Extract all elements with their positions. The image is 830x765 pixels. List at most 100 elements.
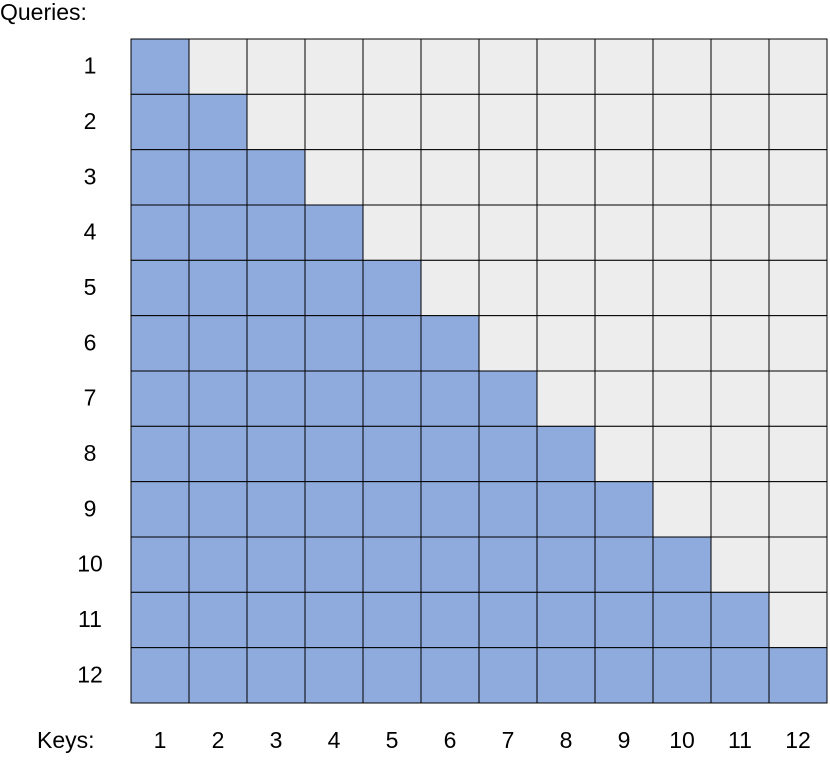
masked-cell (536, 259, 596, 317)
masked-cell (188, 38, 248, 95)
attended-cell (478, 647, 538, 704)
masked-cell (652, 259, 712, 317)
masked-cell (304, 38, 364, 95)
attended-cell (188, 315, 248, 372)
masked-cell (478, 93, 538, 151)
masked-cell (710, 149, 770, 206)
masked-cell (710, 259, 770, 317)
attended-cell (710, 591, 770, 649)
query-index: 5 (84, 274, 97, 300)
masked-cell (768, 93, 828, 151)
attended-cell (130, 536, 190, 593)
attended-cell (304, 204, 364, 261)
masked-cell (362, 38, 422, 95)
attended-cell (420, 591, 480, 649)
attended-cell (188, 370, 248, 427)
attended-cell (362, 591, 422, 649)
key-index: 8 (560, 727, 573, 753)
attended-cell (536, 481, 596, 538)
attended-cell (478, 536, 538, 593)
attended-cell (594, 591, 654, 649)
masked-cell (652, 149, 712, 206)
attended-cell (188, 204, 248, 261)
attended-cell (246, 259, 306, 317)
masked-cell (536, 204, 596, 261)
masked-cell (710, 481, 770, 538)
masked-cell (536, 93, 596, 151)
attended-cell (130, 149, 190, 206)
attended-cell (130, 591, 190, 649)
masked-cell (768, 481, 828, 538)
attended-cell (304, 481, 364, 538)
attended-cell (130, 204, 190, 261)
masked-cell (710, 38, 770, 95)
masked-cell (768, 259, 828, 317)
attended-cell (246, 204, 306, 261)
query-index: 11 (78, 606, 102, 632)
masked-cell (652, 93, 712, 151)
key-index: 2 (212, 727, 225, 753)
masked-cell (652, 481, 712, 538)
masked-cell (594, 38, 654, 95)
attended-cell (710, 647, 770, 704)
query-index: 3 (84, 163, 97, 189)
masked-cell (710, 425, 770, 483)
masked-cell (652, 425, 712, 483)
key-index: 12 (785, 727, 811, 753)
key-index: 5 (386, 727, 399, 753)
attended-cell (420, 481, 480, 538)
attended-cell (188, 647, 248, 704)
attended-cell (130, 647, 190, 704)
masked-cell (768, 149, 828, 206)
attended-cell (362, 315, 422, 372)
masked-cell (652, 370, 712, 427)
attended-cell (246, 481, 306, 538)
masked-cell (478, 149, 538, 206)
attended-cell (362, 536, 422, 593)
queries-label: Queries: (0, 0, 87, 25)
attended-cell (130, 93, 190, 151)
masked-cell (594, 93, 654, 151)
masked-cell (478, 315, 538, 372)
masked-cell (710, 204, 770, 261)
attended-cell (130, 481, 190, 538)
masked-cell (304, 149, 364, 206)
masked-cell (594, 204, 654, 261)
attended-cell (594, 536, 654, 593)
query-index: 2 (84, 108, 97, 134)
keys-label: Keys: (37, 727, 95, 753)
attended-cell (130, 315, 190, 372)
attended-cell (362, 259, 422, 317)
masked-cell (478, 204, 538, 261)
query-index: 4 (84, 219, 97, 245)
masked-cell (478, 38, 538, 95)
attended-cell (304, 536, 364, 593)
attended-cell (652, 536, 712, 593)
masked-cell (420, 149, 480, 206)
masked-cell (768, 315, 828, 372)
attended-cell (478, 370, 538, 427)
attended-cell (304, 370, 364, 427)
attended-cell (304, 315, 364, 372)
masked-cell (304, 93, 364, 151)
masked-cell (246, 93, 306, 151)
attended-cell (188, 481, 248, 538)
masked-cell (536, 38, 596, 95)
masked-cell (710, 370, 770, 427)
key-index: 9 (618, 727, 631, 753)
attended-cell (536, 591, 596, 649)
attended-cell (130, 425, 190, 483)
attended-cell (362, 425, 422, 483)
masked-cell (594, 315, 654, 372)
masked-cell (594, 425, 654, 483)
attended-cell (246, 647, 306, 704)
attended-cell (594, 481, 654, 538)
query-index: 12 (77, 661, 103, 687)
attended-cell (130, 38, 190, 95)
masked-cell (652, 204, 712, 261)
masked-cell (362, 204, 422, 261)
attended-cell (536, 647, 596, 704)
masked-cell (710, 93, 770, 151)
masked-cell (768, 38, 828, 95)
attended-cell (420, 370, 480, 427)
